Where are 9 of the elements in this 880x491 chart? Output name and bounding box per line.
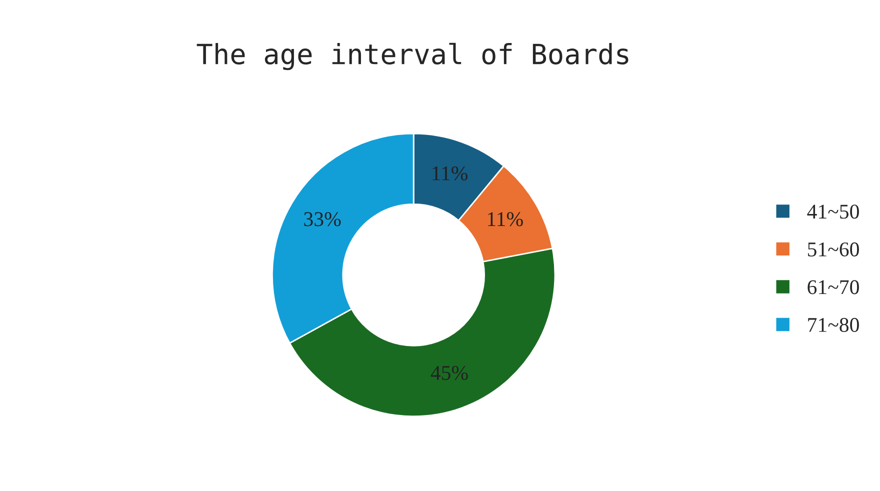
data-label: 11%	[432, 166, 468, 180]
data-label: 33%	[304, 212, 341, 226]
chart-title: The age interval of Boards	[196, 42, 628, 70]
legend-label: 61~70	[808, 280, 859, 294]
data-label: 11%	[488, 212, 523, 226]
data-label: 45%	[430, 366, 468, 380]
legend-label: 51~60	[808, 242, 859, 256]
legend-label: 41~50	[807, 204, 859, 219]
legend-label: 71~80	[808, 318, 859, 332]
